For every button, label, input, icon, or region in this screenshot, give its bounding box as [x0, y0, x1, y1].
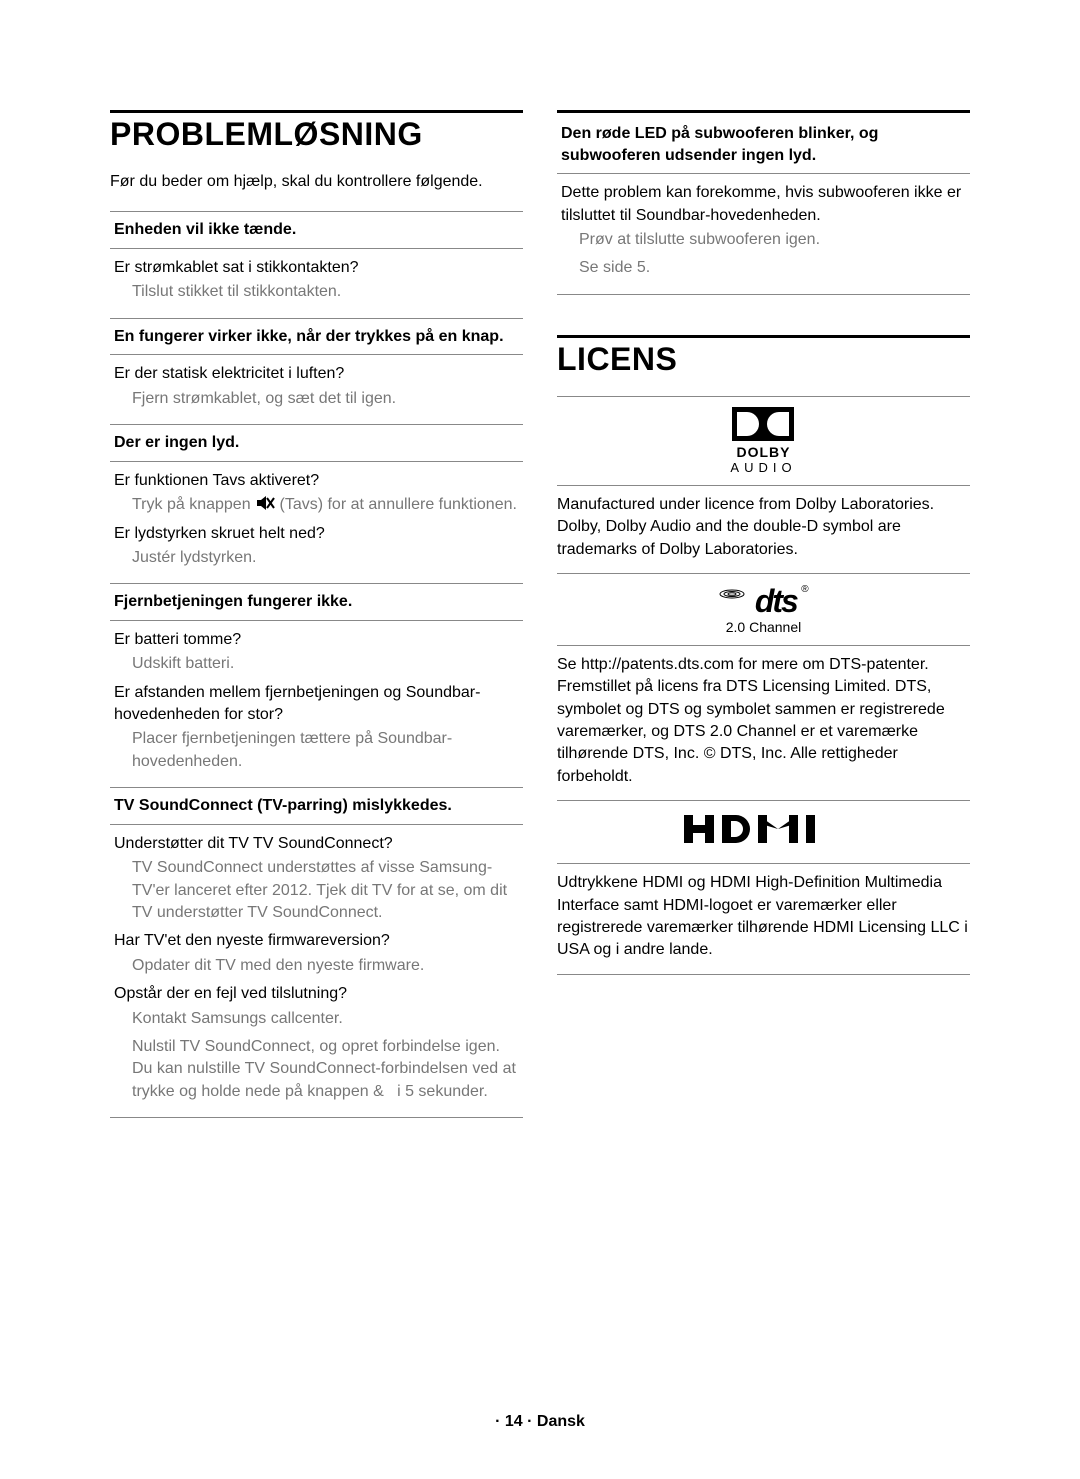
issue-header: Enheden vil ikke tænde.: [110, 211, 523, 249]
question: Er lydstyrken skruet helt ned?: [114, 523, 523, 545]
question: Understøtter dit TV TV SoundConnect?: [114, 833, 523, 855]
troubleshooting-title: PROBLEMLØSNING: [110, 110, 523, 153]
dts-logo: dts ® 2.0 Channel: [718, 584, 808, 635]
page: PROBLEMLØSNING Før du beder om hjælp, sk…: [0, 0, 1080, 1158]
column-top-rule: [557, 110, 970, 113]
dts-text: Se http://patents.dts.com for mere om DT…: [557, 646, 970, 801]
question: Er strømkablet sat i stikkontakten?: [114, 257, 523, 279]
left-column: PROBLEMLØSNING Før du beder om hjælp, sk…: [110, 110, 523, 1118]
dolby-text: Manufactured under licence from Dolby La…: [557, 486, 970, 574]
question: Er afstanden mellem fjernbetjeningen og …: [114, 682, 523, 727]
dolby-word: DOLBY: [730, 444, 796, 460]
question: Er funktionen Tavs aktiveret?: [114, 470, 523, 492]
dolby-d-icon: [732, 407, 794, 441]
answer: Tilslut stikket til stikkontakten.: [132, 281, 523, 303]
dolby-logo: DOLBY AUDIO: [730, 407, 796, 475]
issue-body: Er der statisk elektricitet i luften? Fj…: [110, 363, 523, 425]
hdmi-logo-block: [557, 801, 970, 864]
issue-body: Er funktionen Tavs aktiveret? Tryk på kn…: [110, 470, 523, 585]
answer: TV SoundConnect understøttes af visse Sa…: [132, 857, 523, 924]
issue-header: En fungerer virker ikke, når der trykkes…: [110, 319, 523, 356]
question: Er der statisk elektricitet i luften?: [114, 363, 523, 385]
license-title: LICENS: [557, 338, 970, 378]
answer: Kontakt Samsungs callcenter.: [132, 1008, 523, 1030]
hdmi-logo: [557, 811, 970, 855]
dts-logo-block: dts ® 2.0 Channel: [557, 574, 970, 646]
mute-icon: [255, 494, 275, 512]
dolby-sub: AUDIO: [730, 460, 796, 475]
answer: Nulstil TV SoundConnect, og opret forbin…: [132, 1036, 523, 1103]
troubleshooting-intro: Før du beder om hjælp, skal du kontrolle…: [110, 171, 523, 193]
issue-body: Er batteri tomme? Udskift batteri. Er af…: [110, 629, 523, 788]
answer: Se side 5.: [579, 257, 970, 279]
question: Har TV'et den nyeste firmwareversion?: [114, 930, 523, 952]
answer: Tryk på knappen (Tavs) for at annullere …: [132, 494, 523, 516]
issue-header: Fjernbetjeningen fungerer ikke.: [110, 584, 523, 621]
issue-body: Er strømkablet sat i stikkontakten? Tils…: [110, 257, 523, 319]
question: Opstår der en fejl ved tilslutning?: [114, 983, 523, 1005]
dts-sub: 2.0 Channel: [718, 619, 808, 635]
issue-body: Dette problem kan forekomme, hvis subwoo…: [557, 182, 970, 295]
issue-header: TV SoundConnect (TV-parring) mislykkedes…: [110, 788, 523, 825]
hdmi-text: Udtrykkene HDMI og HDMI High-Definition …: [557, 864, 970, 975]
dolby-logo-block: DOLBY AUDIO: [557, 397, 970, 486]
registered-icon: ®: [801, 584, 808, 595]
answer: Prøv at tilslutte subwooferen igen.: [579, 229, 970, 251]
question: Er batteri tomme?: [114, 629, 523, 651]
issue-header: Den røde LED på subwooferen blinker, og …: [557, 116, 970, 174]
answer: Udskift batteri.: [132, 653, 523, 675]
issue-header: Der er ingen lyd.: [110, 425, 523, 462]
answer-post: (Tavs) for at annullere funktionen.: [279, 496, 516, 513]
dts-word: dts: [755, 583, 797, 619]
answer: Placer fjernbetjeningen tættere på Sound…: [132, 728, 523, 773]
answer: Opdater dit TV med den nyeste firmware.: [132, 955, 523, 977]
answer-pre: Tryk på knappen: [132, 496, 255, 513]
answer: Justér lydstyrken.: [132, 547, 523, 569]
dts-swirl-icon: [718, 584, 746, 604]
question: Dette problem kan forekomme, hvis subwoo…: [561, 182, 970, 227]
issue-body: Understøtter dit TV TV SoundConnect? TV …: [110, 833, 523, 1118]
answer: Fjern strømkablet, og sæt det til igen.: [132, 388, 523, 410]
page-footer: · 14 · Dansk: [0, 1413, 1080, 1431]
right-column: Den røde LED på subwooferen blinker, og …: [557, 110, 970, 1118]
